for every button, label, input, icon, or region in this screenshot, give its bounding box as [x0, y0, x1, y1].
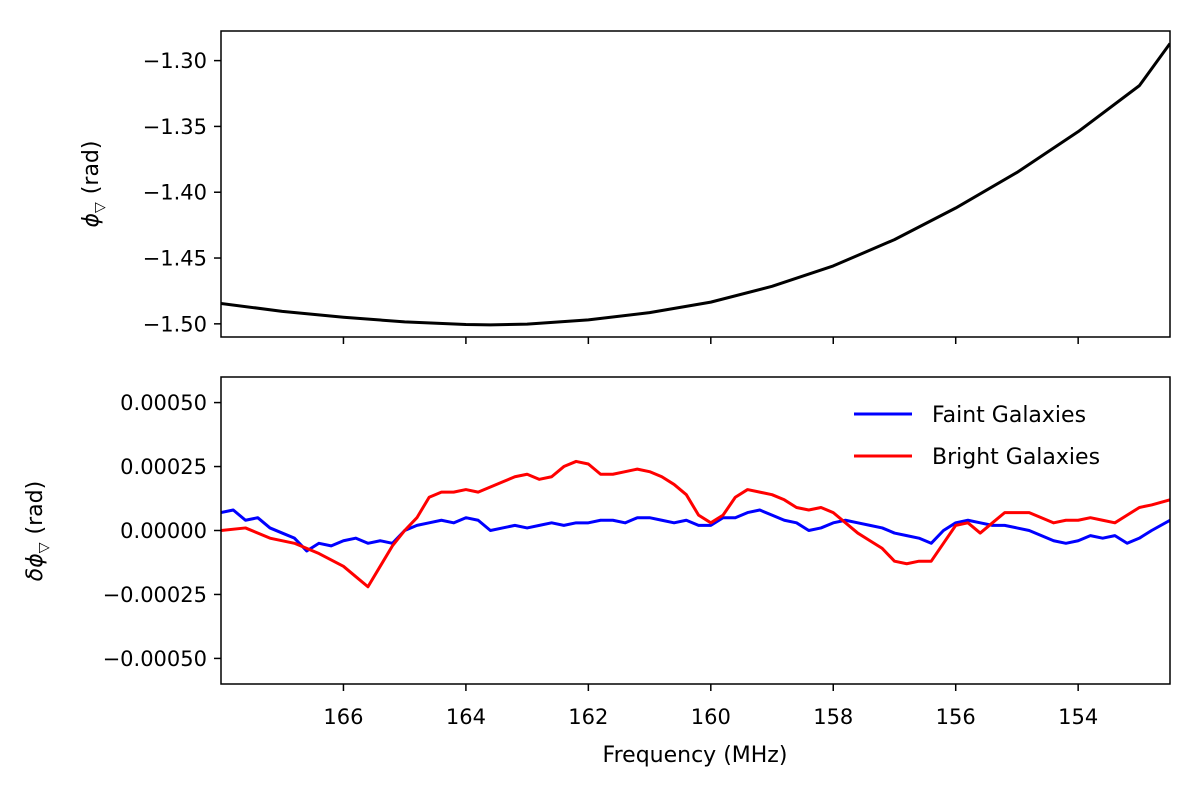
bottom-x-tick-label: 164	[446, 705, 486, 729]
top-series-phase-line	[221, 42, 1170, 327]
top-plot-frame	[220, 30, 1171, 338]
bottom-x-ticks: 166 164 162 160 158 156 154	[323, 684, 1098, 729]
bottom-y-axis-subscript: ▽	[36, 542, 52, 553]
top-x-ticks	[342, 337, 1079, 344]
bottom-y-tick-label: 0.00000	[120, 519, 207, 543]
bottom-y-tick-label: −0.00050	[103, 647, 207, 671]
bottom-y-tick-label: 0.00050	[120, 391, 207, 415]
bottom-series-group	[221, 459, 1170, 589]
top-y-tick-label: −1.40	[143, 181, 207, 205]
top-y-tick-label: −1.50	[143, 312, 207, 336]
bottom-series-bright-galaxies-line	[221, 459, 1170, 589]
legend-faint-label: Faint Galaxies	[932, 403, 1086, 428]
top-y-tick-label: −1.30	[143, 49, 207, 73]
bottom-y-axis-unit: (rad)	[23, 481, 48, 535]
bottom-x-tick-label: 156	[936, 705, 976, 729]
bottom-panel: 0.00050 0.00025 0.00000 −0.00025 −0.00050 16…	[23, 376, 1171, 768]
bottom-y-tick-label: 0.00025	[120, 455, 207, 479]
x-axis-label: Frequency (MHz)	[603, 743, 788, 768]
top-series-group	[221, 42, 1170, 327]
bottom-x-tick-label: 162	[568, 705, 608, 729]
top-y-tick-label: −1.35	[143, 115, 207, 139]
top-y-axis-subscript: ▽	[92, 202, 108, 213]
bottom-y-tick-label: −0.00025	[103, 583, 207, 607]
bottom-x-tick-label: 154	[1058, 705, 1098, 729]
bottom-y-axis-symbol: δϕ	[23, 553, 48, 581]
top-panel: −1.30 −1.35 −1.40 −1.45 −1.50 ϕ▽ (rad)	[79, 30, 1171, 344]
bottom-series-faint-galaxies-line	[221, 508, 1170, 553]
bottom-y-axis-label: δϕ▽ (rad)	[23, 481, 52, 581]
bottom-y-ticks: 0.00050 0.00025 0.00000 −0.00025 −0.00050	[103, 391, 221, 671]
top-y-axis-label: ϕ▽ (rad)	[79, 141, 108, 228]
top-y-axis-unit: (rad)	[79, 141, 104, 195]
top-y-ticks: −1.30 −1.35 −1.40 −1.45 −1.50	[143, 49, 221, 336]
top-y-tick-label: −1.45	[143, 247, 207, 271]
bottom-x-tick-label: 166	[323, 705, 363, 729]
legend: Faint Galaxies Bright Galaxies	[854, 403, 1100, 470]
bottom-x-tick-label: 158	[813, 705, 853, 729]
legend-bright-label: Bright Galaxies	[932, 445, 1100, 470]
top-y-axis-symbol: ϕ	[79, 213, 104, 228]
bottom-x-tick-label: 160	[691, 705, 731, 729]
